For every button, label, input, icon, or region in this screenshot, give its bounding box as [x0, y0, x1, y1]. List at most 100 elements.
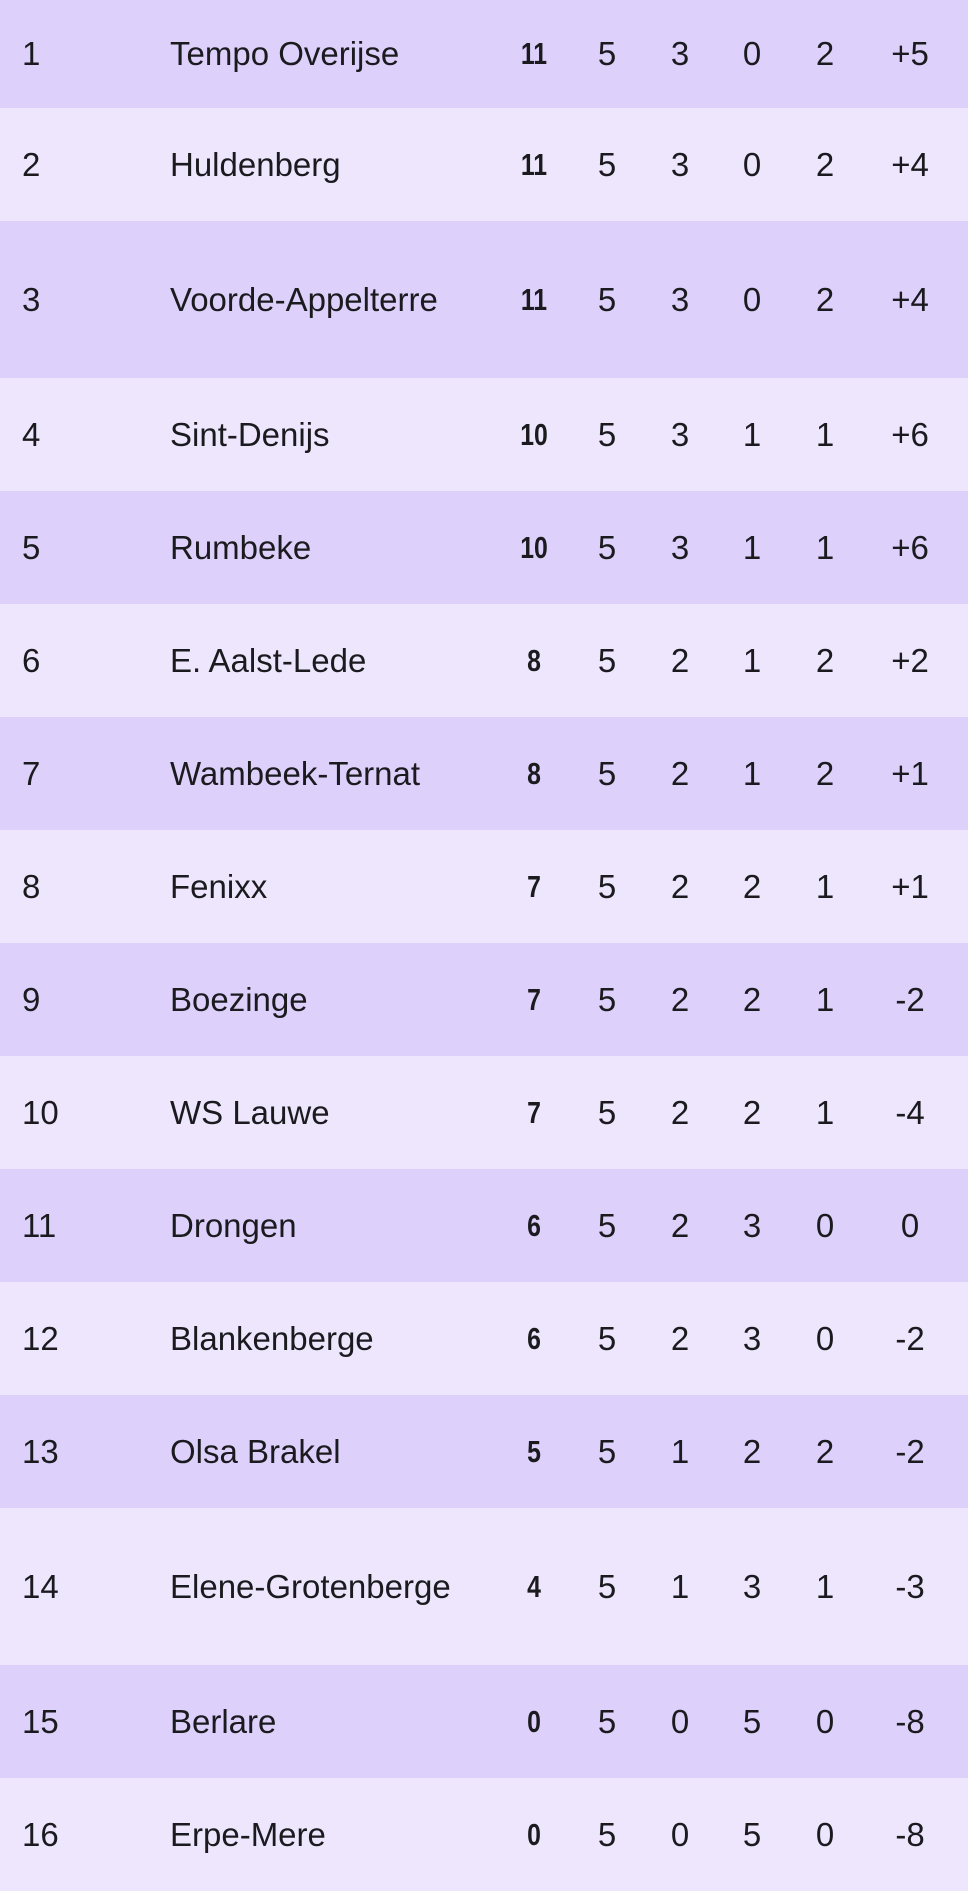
goal-diff-cell: +1: [891, 867, 929, 905]
played-cell: 5: [597, 1319, 617, 1357]
team-name: Blankenberge: [170, 1319, 374, 1357]
team-name: Voorde-Appelterre: [170, 280, 438, 318]
table-row[interactable]: 9 Boezinge 7 5 2 2 1 -2: [0, 943, 968, 1056]
rank-cell: 15: [22, 1702, 59, 1740]
lost-cell: 2: [815, 145, 835, 183]
table-row[interactable]: 3 Voorde-Appelterre 11 5 3 0 2 +4: [0, 221, 968, 378]
won-cell: 0: [670, 1815, 690, 1853]
rank-cell: 6: [22, 641, 41, 679]
drawn-cell: 0: [742, 280, 762, 318]
drawn-cell: 0: [742, 35, 762, 72]
table-row[interactable]: 11 Drongen 6 5 2 3 0 0: [0, 1169, 968, 1282]
goal-diff-cell: -4: [895, 1093, 925, 1131]
won-cell: 2: [670, 867, 690, 905]
points-cell: 8: [527, 755, 541, 791]
team-name: WS Lauwe: [170, 1093, 330, 1131]
table-row[interactable]: 14 Elene-Grotenberge 4 5 1 3 1 -3: [0, 1508, 968, 1665]
played-cell: 5: [597, 867, 617, 905]
lost-cell: 2: [815, 754, 835, 792]
rank-cell: 5: [22, 528, 41, 566]
team-name: Drongen: [170, 1206, 297, 1244]
table-row[interactable]: 15 Berlare 0 5 0 5 0 -8: [0, 1665, 968, 1778]
rank-cell: 10: [22, 1093, 59, 1131]
played-cell: 5: [597, 145, 617, 183]
team-name: Rumbeke: [170, 528, 312, 566]
drawn-cell: 2: [742, 980, 762, 1018]
table-row[interactable]: 7 Wambeek-Ternat 8 5 2 1 2 +1: [0, 717, 968, 830]
points-cell: 10: [520, 529, 548, 565]
table-row[interactable]: 5 Rumbeke 10 5 3 1 1 +6: [0, 491, 968, 604]
table-row[interactable]: 16 Erpe-Mere 0 5 0 5 0 -8: [0, 1778, 968, 1891]
goal-diff-cell: -8: [895, 1702, 925, 1740]
lost-cell: 1: [815, 1567, 835, 1605]
team-name: E. Aalst-Lede: [170, 641, 367, 679]
points-cell: 10: [520, 416, 548, 452]
table-row[interactable]: 6 E. Aalst-Lede 8 5 2 1 2 +2: [0, 604, 968, 717]
played-cell: 5: [597, 1567, 617, 1605]
played-cell: 5: [597, 1093, 617, 1131]
rank-cell: 7: [22, 754, 41, 792]
won-cell: 2: [670, 641, 690, 679]
team-name: Boezinge: [170, 980, 308, 1018]
rank-cell: 2: [22, 145, 41, 183]
won-cell: 0: [670, 1702, 690, 1740]
rank-cell: 4: [22, 415, 41, 453]
table-row[interactable]: 4 Sint-Denijs 10 5 3 1 1 +6: [0, 378, 968, 491]
points-cell: 4: [527, 1568, 541, 1604]
rank-cell: 14: [22, 1567, 59, 1605]
points-cell: 7: [527, 868, 541, 904]
played-cell: 5: [597, 528, 617, 566]
lost-cell: 2: [815, 35, 835, 72]
played-cell: 5: [597, 35, 617, 72]
rank-cell: 13: [22, 1432, 59, 1470]
drawn-cell: 3: [742, 1206, 762, 1244]
won-cell: 3: [670, 35, 690, 72]
table-row[interactable]: 12 Blankenberge 6 5 2 3 0 -2: [0, 1282, 968, 1395]
goal-diff-cell: +4: [891, 280, 929, 318]
drawn-cell: 1: [742, 641, 762, 679]
table-row[interactable]: 13 Olsa Brakel 5 5 1 2 2 -2: [0, 1395, 968, 1508]
lost-cell: 1: [815, 528, 835, 566]
lost-cell: 2: [815, 280, 835, 318]
drawn-cell: 1: [742, 415, 762, 453]
points-cell: 6: [527, 1320, 541, 1356]
goal-diff-cell: -8: [895, 1815, 925, 1853]
team-name: Olsa Brakel: [170, 1432, 341, 1470]
won-cell: 1: [670, 1567, 690, 1605]
table-row[interactable]: 10 WS Lauwe 7 5 2 2 1 -4: [0, 1056, 968, 1169]
lost-cell: 1: [815, 980, 835, 1018]
goal-diff-cell: +5: [891, 35, 929, 72]
played-cell: 5: [597, 980, 617, 1018]
goal-diff-cell: -2: [895, 1432, 925, 1470]
table-row[interactable]: 8 Fenixx 7 5 2 2 1 +1: [0, 830, 968, 943]
played-cell: 5: [597, 1702, 617, 1740]
won-cell: 3: [670, 528, 690, 566]
lost-cell: 1: [815, 1093, 835, 1131]
won-cell: 2: [670, 980, 690, 1018]
played-cell: 5: [597, 415, 617, 453]
rank-cell: 16: [22, 1815, 59, 1853]
won-cell: 2: [670, 1319, 690, 1357]
drawn-cell: 3: [742, 1567, 762, 1605]
lost-cell: 1: [815, 867, 835, 905]
played-cell: 5: [597, 280, 617, 318]
lost-cell: 2: [815, 641, 835, 679]
rank-cell: 12: [22, 1319, 59, 1357]
drawn-cell: 0: [742, 145, 762, 183]
table-row[interactable]: 1 Tempo Overijse 11 5 3 0 2 +5: [0, 0, 968, 108]
rank-cell: 1: [22, 35, 41, 72]
team-name: Huldenberg: [170, 145, 341, 183]
points-cell: 0: [527, 1816, 541, 1852]
won-cell: 3: [670, 415, 690, 453]
team-name: Wambeek-Ternat: [170, 754, 421, 792]
rank-cell: 8: [22, 867, 41, 905]
drawn-cell: 5: [742, 1815, 762, 1853]
points-cell: 8: [527, 642, 541, 678]
points-cell: 6: [527, 1207, 541, 1243]
table-row[interactable]: 2 Huldenberg 11 5 3 0 2 +4: [0, 108, 968, 221]
points-cell: 0: [527, 1703, 541, 1739]
won-cell: 2: [670, 1093, 690, 1131]
drawn-cell: 2: [742, 1432, 762, 1470]
played-cell: 5: [597, 1432, 617, 1470]
